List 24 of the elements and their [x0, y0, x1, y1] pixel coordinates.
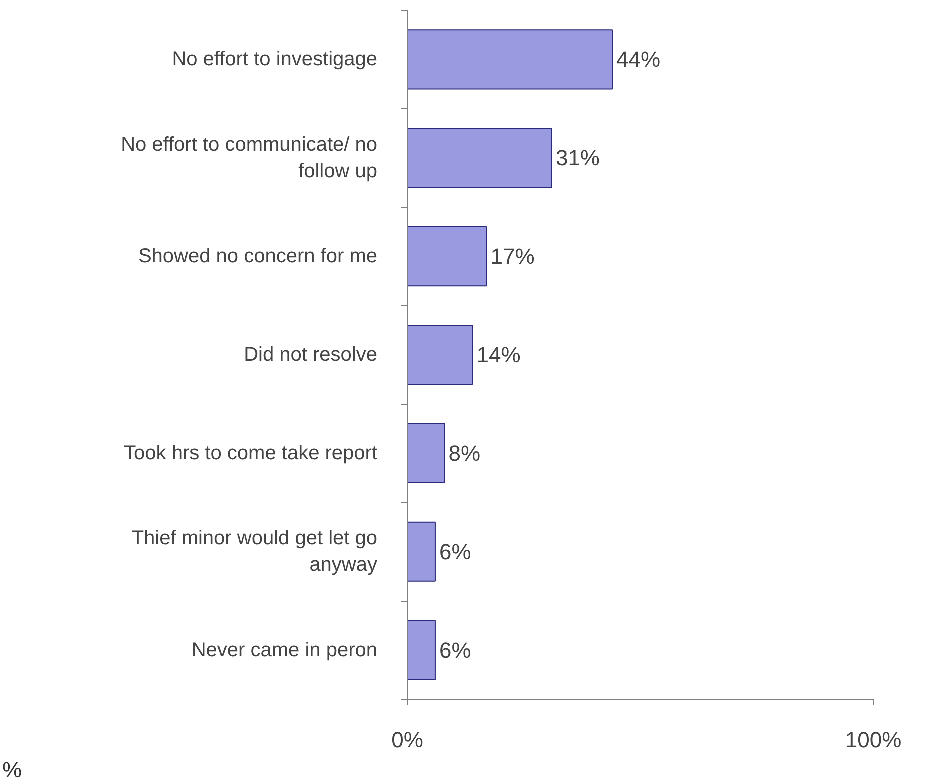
bar [408, 128, 552, 188]
data-label: 6% [439, 638, 472, 663]
y-tick-label: Took hrs to come take report [124, 442, 378, 464]
bar [408, 620, 436, 680]
y-tick-label: No effort to communicate/ no follow up [121, 134, 378, 182]
x-tick-label: 0% [392, 728, 424, 752]
data-label: 14% [476, 342, 521, 368]
data-label: 44% [616, 47, 661, 72]
bar [408, 226, 488, 287]
data-label: 31% [556, 146, 600, 171]
y-tick-label: Never came in peron [192, 639, 378, 662]
y-tick-label: Showed no concern for me [138, 246, 378, 268]
bar [408, 522, 436, 582]
y-tick-label: Thief minor would get let go anyway [132, 528, 378, 576]
text: % [2, 758, 22, 782]
bar [408, 324, 474, 386]
y-tick-label: Did not resolve [244, 344, 378, 366]
x-tick-label: 100% [845, 728, 902, 752]
y-tick-label: No effort to investigage [172, 48, 378, 71]
data-label: 6% [439, 539, 472, 564]
bar [408, 30, 614, 90]
bar [408, 423, 446, 484]
data-label: 17% [490, 244, 535, 270]
data-label: 8% [448, 440, 481, 466]
